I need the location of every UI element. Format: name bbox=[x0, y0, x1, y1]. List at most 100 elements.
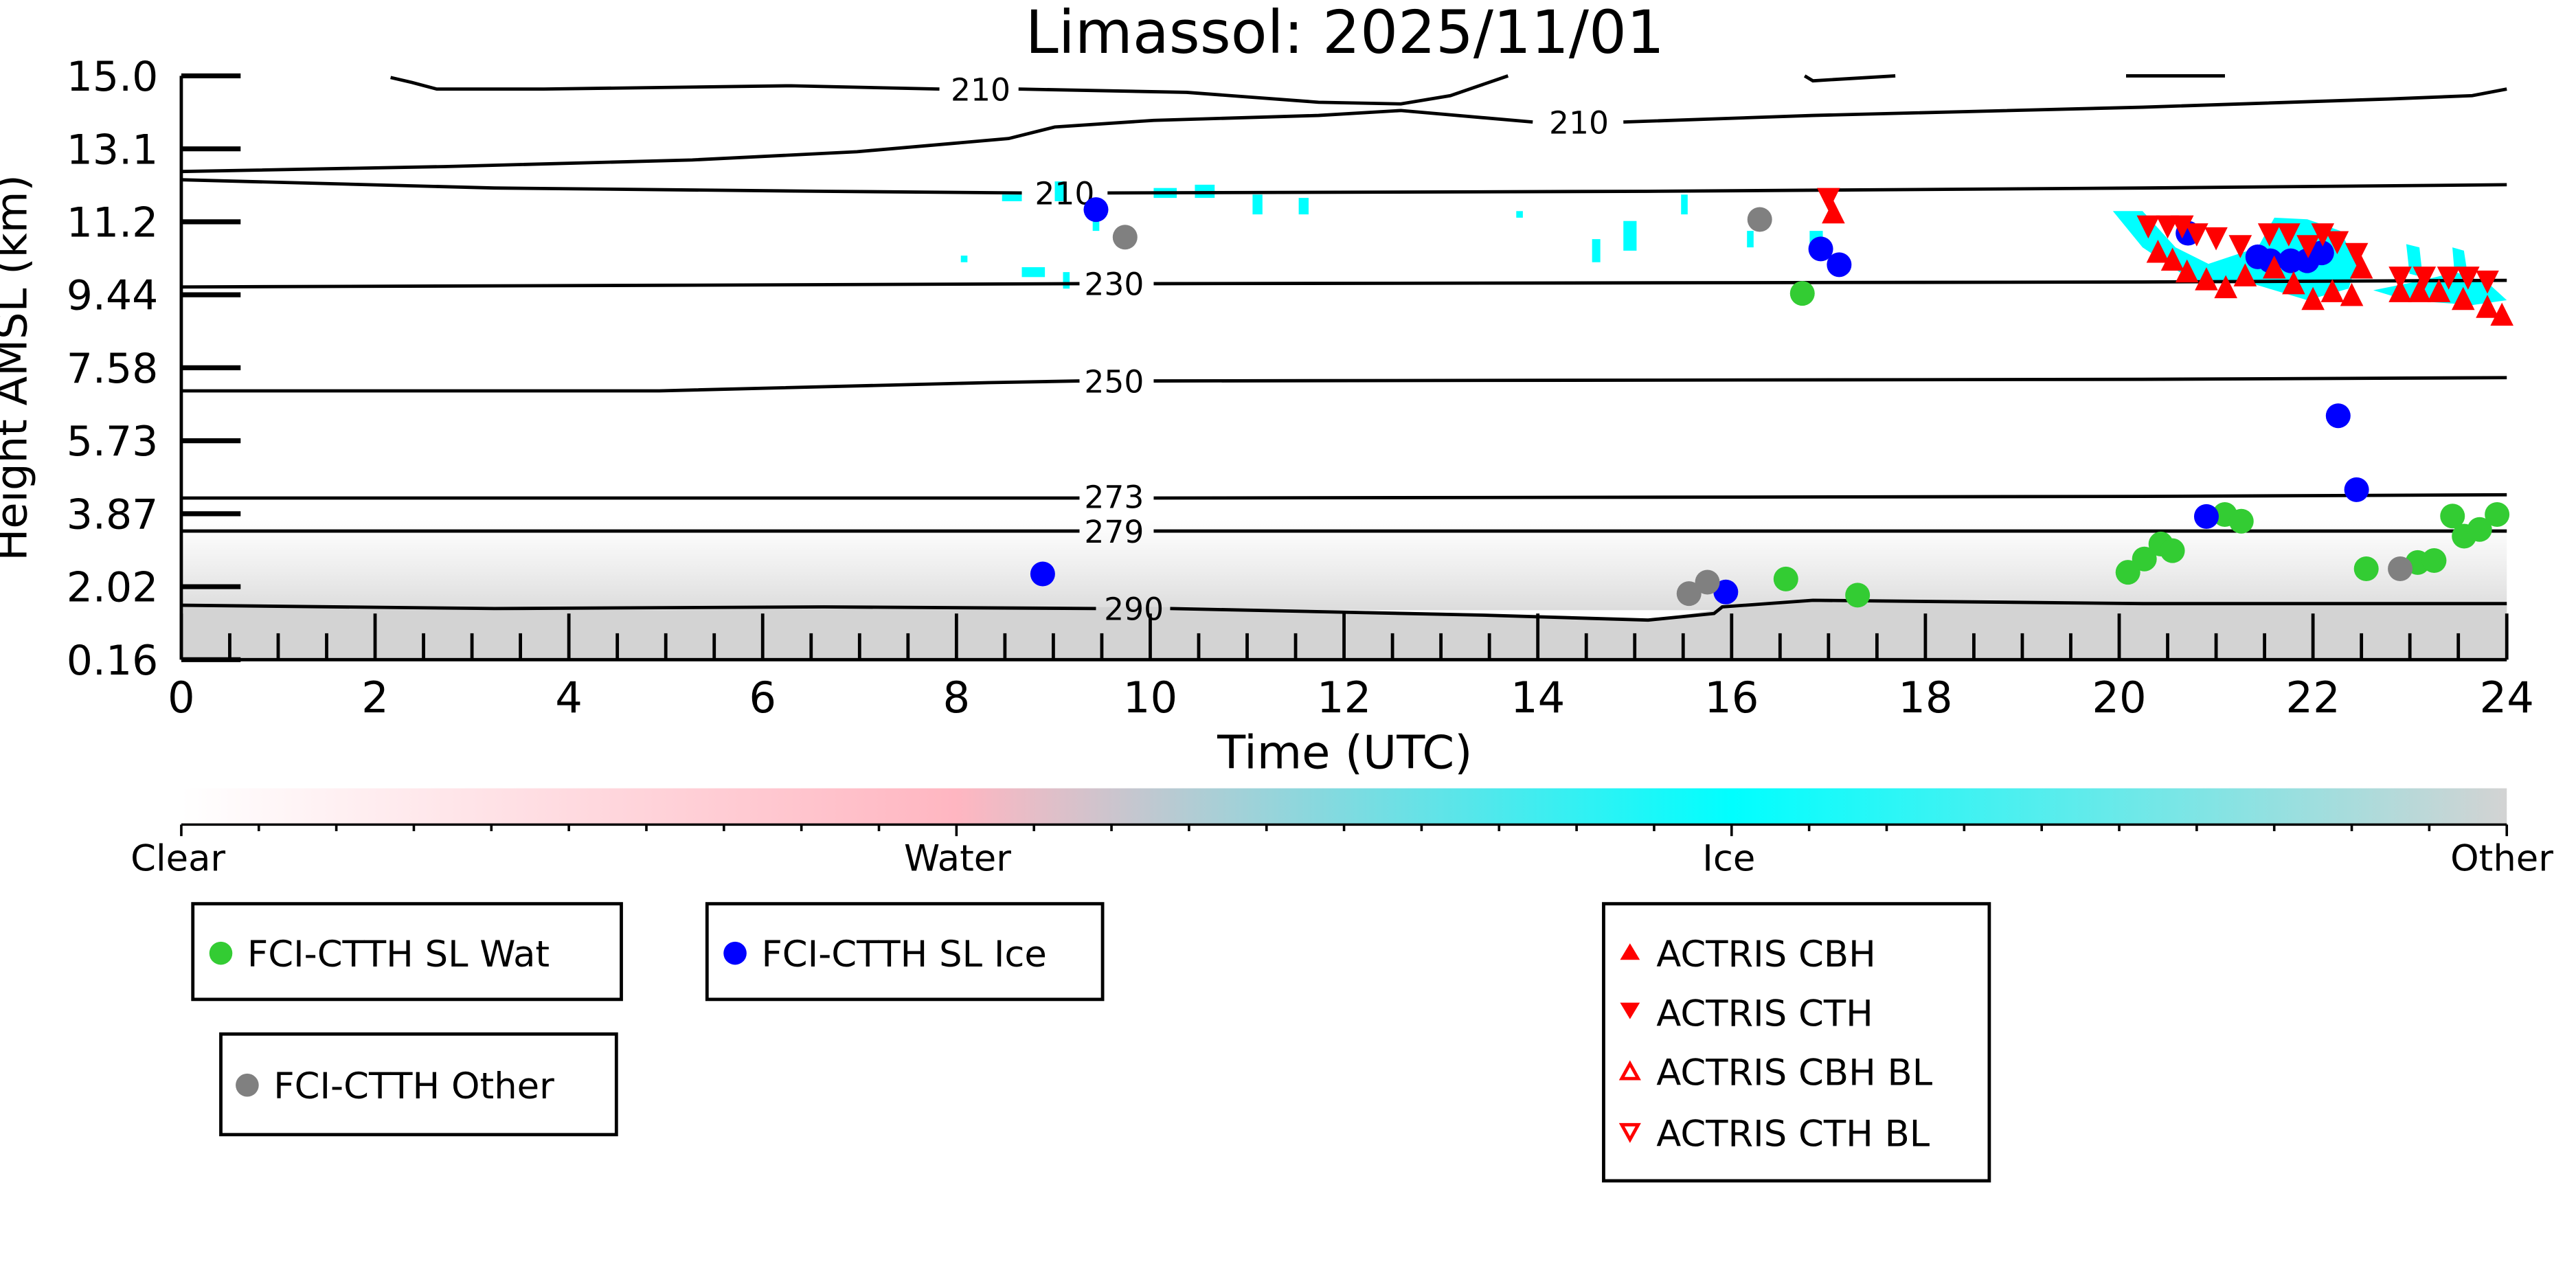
axes: 15.013.111.29.447.585.733.872.020.160 2 4 6… bbox=[67, 53, 2534, 723]
fci-ctth-sl-wat-point bbox=[2421, 547, 2447, 573]
actris-cbh-point bbox=[2408, 279, 2432, 302]
fci-ctth-sl-ice-point bbox=[1827, 252, 1852, 278]
legend-water: FCI-CTTH SL Wat bbox=[191, 902, 623, 1002]
fci-ctth-sl-wat-point bbox=[1773, 566, 1798, 591]
x-tick-label: 16 bbox=[1704, 673, 1759, 723]
actris-cbh-point bbox=[2490, 302, 2513, 326]
y-tick-label: 11.2 bbox=[67, 199, 159, 247]
colorbar-label-water: Water bbox=[904, 838, 1011, 880]
actris-cth-point bbox=[2388, 267, 2412, 290]
fci-ctth-sl-ice-point bbox=[2344, 477, 2369, 502]
fci-ctth-sl-ice-point bbox=[2325, 403, 2351, 429]
legend-actris: ACTRIS CBH ACTRIS CTH ACTRIS CBH BL ACTR… bbox=[1602, 902, 1991, 1183]
actris-cth-point bbox=[2156, 215, 2180, 239]
legend-marker-cbh bbox=[1620, 943, 1640, 960]
actris-cbh-point bbox=[2233, 263, 2257, 286]
contour-label: 273 bbox=[1084, 479, 1144, 515]
actris-cth-point bbox=[2311, 223, 2335, 247]
contour-label: 250 bbox=[1084, 363, 1144, 400]
actris-cth-point bbox=[2476, 270, 2499, 294]
x-tick-label: 22 bbox=[2285, 673, 2340, 723]
x-tick-label: 24 bbox=[2480, 673, 2534, 723]
actris-cth-point bbox=[2345, 242, 2369, 267]
fci-ctth-sl-wat-point bbox=[2115, 560, 2140, 585]
legend-label: FCI-CTTH SL Ice bbox=[761, 934, 1046, 975]
actris-cbh-point bbox=[2301, 286, 2325, 310]
contour-250 bbox=[181, 376, 2507, 393]
x-tick-label: 8 bbox=[943, 673, 971, 723]
colorbar-label-other: Other bbox=[2450, 838, 2553, 880]
ice-patches bbox=[960, 181, 2507, 306]
actris-cth-point bbox=[2413, 267, 2437, 290]
contour-273 bbox=[181, 493, 2507, 500]
fci-ctth-sl-ice-point bbox=[1713, 579, 1739, 605]
actris-cth-point bbox=[2257, 223, 2281, 247]
fci-ctth-other-point bbox=[1695, 569, 1720, 595]
x-tick-label: 6 bbox=[749, 673, 776, 723]
x-tick-label: 4 bbox=[555, 673, 583, 723]
legend-marker-cth-bl bbox=[1618, 1122, 1641, 1143]
fci-ctth-other-point bbox=[1747, 207, 1772, 232]
x-tick-label: 20 bbox=[2092, 673, 2146, 723]
contour-label: 279 bbox=[1084, 514, 1144, 550]
fci-ctth-sl-wat-point bbox=[2440, 504, 2465, 529]
fci-ctth-sl-wat-point bbox=[2485, 501, 2510, 527]
legend-label: ACTRIS CBH BL bbox=[1656, 1052, 1933, 1094]
fci-ctth-sl-ice-point bbox=[1808, 236, 1833, 262]
y-tick-label: 15.0 bbox=[67, 53, 159, 101]
actris-cth-point bbox=[2437, 267, 2461, 290]
legend-marker-cth bbox=[1620, 1002, 1640, 1019]
fci-ctth-sl-ice-point bbox=[1083, 197, 1109, 223]
actris-cth-point bbox=[2456, 267, 2480, 290]
contour-label: 290 bbox=[1104, 591, 1164, 628]
x-tick-label: 18 bbox=[1898, 673, 1952, 723]
actris-cbh-point bbox=[2451, 286, 2475, 310]
fci-ctth-other-point bbox=[1676, 581, 1702, 607]
actris-cbh-point bbox=[2175, 259, 2199, 283]
contour-210-low bbox=[181, 178, 2507, 195]
x-tick-label: 10 bbox=[1123, 673, 1177, 723]
x-tick-label: 12 bbox=[1317, 673, 1371, 723]
actris-cth-point bbox=[2136, 215, 2160, 239]
y-axis-label: Height AMSL (km) bbox=[0, 174, 36, 561]
colorbar-gradient bbox=[181, 788, 2507, 825]
contour-label: 230 bbox=[1084, 267, 1144, 303]
actris-cbh-point bbox=[2146, 239, 2170, 263]
actris-cth-point bbox=[2325, 231, 2349, 255]
legend-marker-ice bbox=[723, 941, 747, 965]
contour-210-mid bbox=[181, 87, 2507, 174]
actris-cth-point bbox=[2204, 227, 2228, 251]
legend-other: FCI-CTTH Other bbox=[219, 1032, 618, 1137]
contour-210-top bbox=[390, 74, 2225, 106]
contour-label: 210 bbox=[1549, 104, 1609, 141]
actris-cbh-point bbox=[2427, 279, 2451, 302]
y-tick-label: 3.87 bbox=[67, 490, 159, 539]
actris-cbh-point bbox=[2340, 282, 2364, 306]
legend-label: ACTRIS CTH BL bbox=[1656, 1114, 1930, 1155]
fci-ctth-sl-wat-point bbox=[2160, 538, 2185, 563]
fci-ctth-sl-wat-point bbox=[2132, 546, 2157, 572]
legend-label: FCI-CTTH SL Wat bbox=[247, 934, 550, 975]
fci-ctth-sl-wat-point bbox=[2353, 556, 2379, 582]
data-markers bbox=[1030, 188, 2513, 608]
actris-cbh-point bbox=[2476, 295, 2499, 318]
legend-marker-cbh-bl bbox=[1618, 1060, 1641, 1081]
colorbar-label-clear: Clear bbox=[131, 838, 225, 880]
legend-label: ACTRIS CTH bbox=[1656, 993, 1873, 1035]
y-tick-label: 13.1 bbox=[67, 126, 159, 174]
fci-ctth-other-point bbox=[1112, 225, 1138, 250]
actris-cbh-point bbox=[1822, 200, 1845, 224]
y-tick-label: 5.73 bbox=[67, 418, 159, 466]
actris-cbh-point bbox=[2282, 271, 2305, 295]
colorbar: Clear Water Ice Other bbox=[131, 788, 2553, 880]
actris-cth-point bbox=[2170, 215, 2194, 239]
contour-290 bbox=[181, 598, 2507, 622]
legend-label: ACTRIS CBH bbox=[1656, 934, 1876, 975]
temperature-contours bbox=[181, 74, 2507, 622]
actris-cth-point bbox=[2185, 223, 2208, 247]
actris-cbh-point bbox=[2214, 275, 2237, 299]
x-tick-label: 0 bbox=[168, 673, 195, 723]
actris-cth-point bbox=[2277, 223, 2301, 247]
actris-cbh-point bbox=[2160, 247, 2184, 271]
